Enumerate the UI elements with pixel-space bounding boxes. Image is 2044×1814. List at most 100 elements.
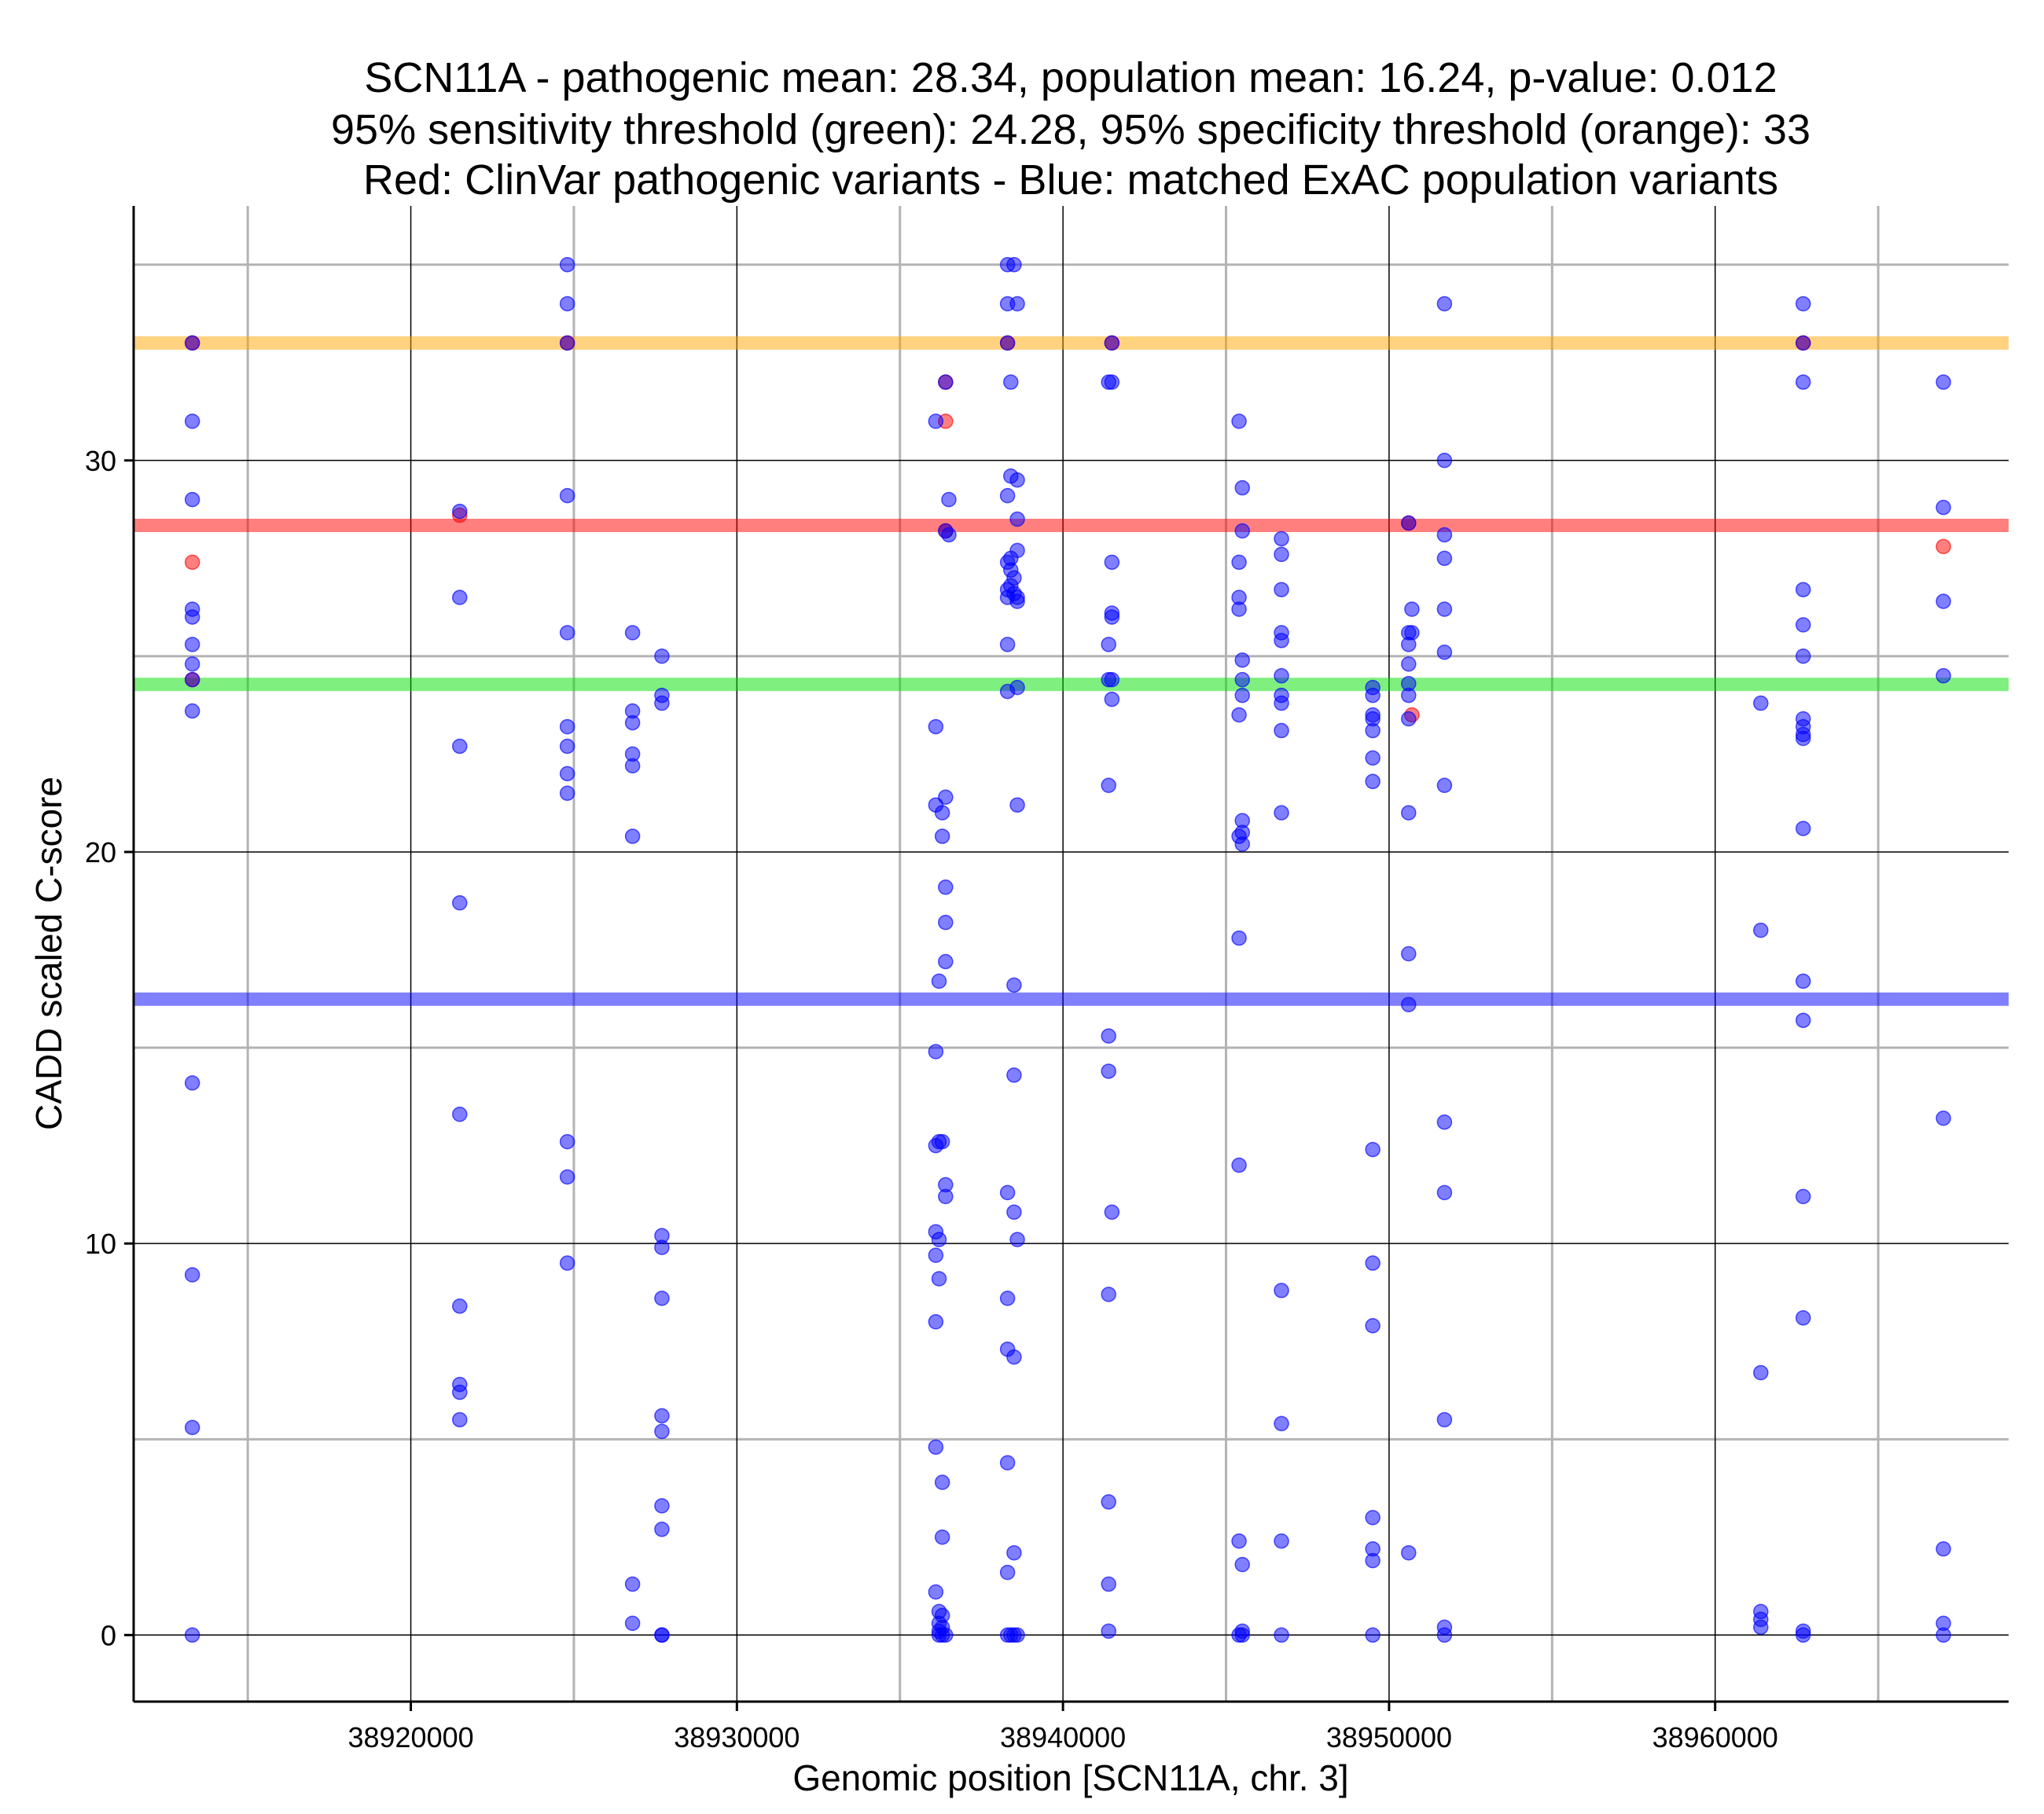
x-tick-label: 38950000 xyxy=(1326,1721,1452,1753)
population-variant-point xyxy=(559,738,575,755)
population-variant-point xyxy=(1436,1627,1453,1643)
population-variant-point xyxy=(184,413,200,429)
population-variant-point xyxy=(654,1291,670,1306)
population-variant-point xyxy=(1401,946,1417,962)
population-variant-point xyxy=(1365,773,1380,790)
population-variant-point xyxy=(928,718,944,735)
population-variant-point xyxy=(999,1184,1016,1201)
population-variant-point xyxy=(999,1564,1016,1581)
population-variant-point xyxy=(1436,527,1453,543)
y-tick-label: 10 xyxy=(85,1228,116,1260)
population-variant-point xyxy=(184,637,200,652)
population-variant-point xyxy=(452,894,468,911)
y-tick-label: 20 xyxy=(85,836,116,868)
population-variant-point xyxy=(1006,977,1022,993)
population-variant-point xyxy=(1234,523,1251,539)
title-line-1: SCN11A - pathogenic mean: 28.34, populat… xyxy=(364,54,1777,101)
y-tick-label: 30 xyxy=(85,445,116,477)
population-variant-point xyxy=(1274,668,1289,684)
population-variant-point xyxy=(184,1267,200,1283)
population-variant-point xyxy=(1006,1067,1022,1083)
population-variant-point xyxy=(1436,1184,1453,1201)
population-variant-point xyxy=(1404,601,1420,617)
population-variant-point xyxy=(184,491,200,508)
population-variant-point xyxy=(1795,617,1811,633)
population-variant-point xyxy=(1365,1627,1380,1643)
population-variant-point xyxy=(184,609,200,625)
population-variant-point xyxy=(1936,593,1951,609)
ticks: 38920000 38930000 38940000 38950000 38960000… xyxy=(85,445,1778,1753)
population-variant-point xyxy=(1401,687,1417,703)
population-variant-point xyxy=(1104,554,1120,571)
population-variant-point xyxy=(931,1271,947,1287)
population-variant-point xyxy=(1936,374,1951,390)
population-variant-point xyxy=(1009,797,1025,813)
population-variant-point xyxy=(999,1455,1016,1471)
population-variant-point xyxy=(654,1408,670,1424)
population-variant-point xyxy=(1104,335,1120,351)
population-variant-point xyxy=(1401,805,1417,821)
population-variant-point xyxy=(559,256,575,273)
population-variant-point xyxy=(1274,633,1289,648)
population-variant-point xyxy=(1234,687,1251,703)
population-variant-point xyxy=(1365,750,1380,766)
population-variant-point xyxy=(1234,652,1251,668)
population-variant-point xyxy=(654,648,670,664)
population-variant-point xyxy=(1234,1556,1251,1573)
population-variant-point xyxy=(1795,648,1811,664)
population-variant-point xyxy=(938,879,954,895)
population-variant-point xyxy=(1365,1510,1380,1526)
population-variant-point xyxy=(1274,1533,1289,1549)
population-variant-point xyxy=(1753,922,1769,938)
population-variant-point xyxy=(1234,672,1251,688)
population-variant-point xyxy=(1231,601,1247,617)
population-variant-point xyxy=(928,1044,944,1059)
population-variant-point xyxy=(1795,730,1811,747)
population-variant-point xyxy=(559,1255,575,1271)
population-variant-point xyxy=(1003,374,1019,390)
population-variant-point xyxy=(1104,609,1120,625)
population-variant-point xyxy=(1274,582,1289,597)
population-variant-point xyxy=(1401,1544,1417,1561)
population-variant-point xyxy=(1104,691,1120,707)
chart-title: SCN11A - pathogenic mean: 28.34, populat… xyxy=(331,54,1811,204)
population-variant-point xyxy=(1436,1412,1453,1428)
x-tick-label: 38960000 xyxy=(1652,1721,1778,1753)
population-variant-point xyxy=(559,1169,575,1185)
population-variant-point xyxy=(1274,1627,1289,1643)
title-line-2: 95% sensitivity threshold (green): 24.28… xyxy=(331,106,1811,153)
population-variant-point xyxy=(1936,1627,1951,1643)
population-variant-point xyxy=(1401,515,1417,531)
population-variant-point xyxy=(1101,1494,1116,1510)
population-variant-point xyxy=(654,1498,670,1514)
population-variant-point xyxy=(928,1584,944,1600)
population-variant-point xyxy=(928,1314,944,1330)
population-variant-point xyxy=(1753,1364,1769,1381)
population-variant-point xyxy=(1104,1204,1120,1221)
pathogenic-variant-point xyxy=(1936,538,1951,555)
population-variant-point xyxy=(1936,499,1951,516)
population-variant-point xyxy=(1101,777,1116,794)
population-variant-point xyxy=(934,828,950,844)
population-variant-point xyxy=(654,695,670,711)
population-variant-point xyxy=(1274,1283,1289,1298)
population-variant-point xyxy=(452,503,468,520)
population-variant-point xyxy=(452,1298,468,1314)
population-variant-point xyxy=(1936,1540,1951,1557)
y-axis-title: CADD scaled C-score xyxy=(28,777,69,1130)
population-variant-point xyxy=(624,625,641,641)
population-variant-point xyxy=(559,335,575,351)
population-variant-point xyxy=(1795,1627,1811,1643)
population-variant-point xyxy=(941,491,957,508)
population-variant-point xyxy=(624,1576,641,1592)
population-variant-point xyxy=(654,1627,670,1643)
population-variant-point xyxy=(184,1627,200,1643)
population-variant-point xyxy=(1436,1114,1453,1130)
population-variant-point xyxy=(1006,570,1022,586)
population-variant-point xyxy=(1795,973,1811,990)
population-variant-point xyxy=(1104,374,1120,390)
population-variant-point xyxy=(999,637,1016,652)
population-variant-point xyxy=(1436,777,1453,794)
population-variant-point xyxy=(1795,335,1811,351)
